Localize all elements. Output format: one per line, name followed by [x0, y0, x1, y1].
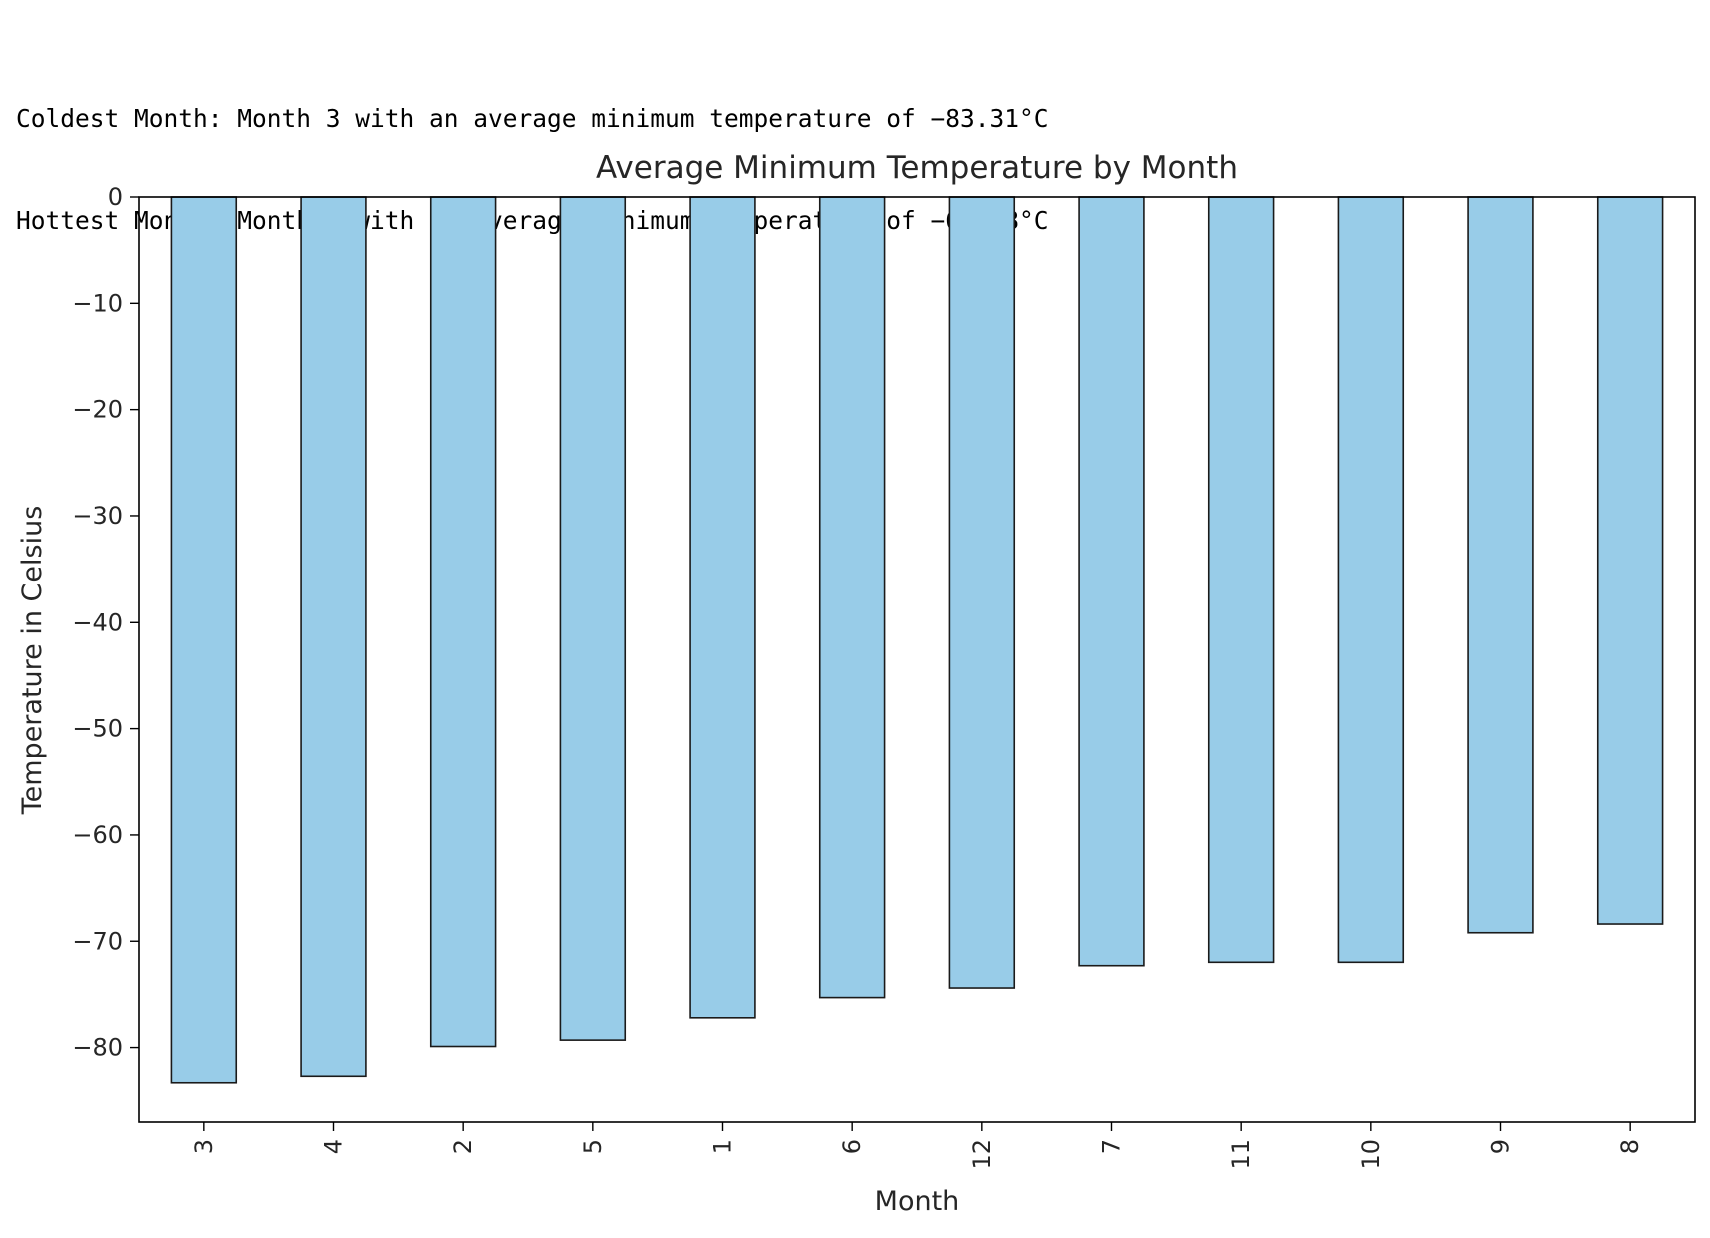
bar-month-3 [170, 196, 238, 1084]
y-tick-label: −30 [72, 502, 123, 530]
y-tick-label: −80 [72, 1034, 123, 1062]
y-tick-label: 0 [108, 183, 123, 211]
x-axis: 3 4 2 5 1 6 12 7 11 10 9 8 [190, 1122, 1644, 1170]
x-tick-label: 5 [579, 1139, 607, 1154]
coldest-month-line: Coldest Month: Month 3 with an average m… [16, 104, 1049, 133]
bar-month-11 [1207, 196, 1275, 964]
x-tick-label: 3 [190, 1139, 218, 1154]
plot-frame [138, 196, 1696, 1123]
y-axis-label: Temperature in Celsius [17, 506, 48, 816]
cell-output: Coldest Month: Month 3 with an average m… [16, 34, 1049, 272]
bar-month-4 [300, 196, 367, 1078]
y-tick-label: −60 [72, 821, 123, 849]
y-tick-label: −40 [72, 608, 123, 636]
bar-month-10 [1337, 196, 1405, 964]
x-tick-label: 1 [709, 1139, 737, 1154]
x-tick-label: 7 [1098, 1139, 1126, 1154]
bar-month-1 [689, 196, 756, 1019]
x-tick-label: 12 [968, 1139, 996, 1170]
x-axis-label: Month [875, 1186, 960, 1217]
y-tick-label: −10 [72, 289, 123, 317]
bar-month-6 [818, 196, 886, 999]
x-tick-label: 6 [838, 1139, 866, 1154]
x-tick-label: 2 [449, 1139, 477, 1154]
y-tick-label: −50 [72, 715, 123, 743]
y-axis: 0 −10 −20 −30 −40 −50 −60 −70 −80 [72, 183, 139, 1062]
x-tick-label: 10 [1357, 1139, 1385, 1170]
x-tick-label: 9 [1487, 1139, 1515, 1154]
chart-title: Average Minimum Temperature by Month [596, 150, 1238, 186]
x-tick-label: 8 [1616, 1139, 1644, 1154]
bar-month-9 [1467, 196, 1534, 934]
bars-layer [170, 196, 1664, 1084]
y-tick-label: −70 [72, 927, 123, 955]
bar-month-8 [1596, 196, 1664, 925]
bar-month-2 [429, 196, 497, 1048]
bar-month-7 [1078, 196, 1145, 967]
y-tick-label: −20 [72, 396, 123, 424]
x-tick-label: 11 [1227, 1139, 1255, 1170]
x-tick-label: 4 [320, 1139, 348, 1154]
bar-month-12 [948, 196, 1016, 989]
bar-month-5 [559, 196, 627, 1041]
